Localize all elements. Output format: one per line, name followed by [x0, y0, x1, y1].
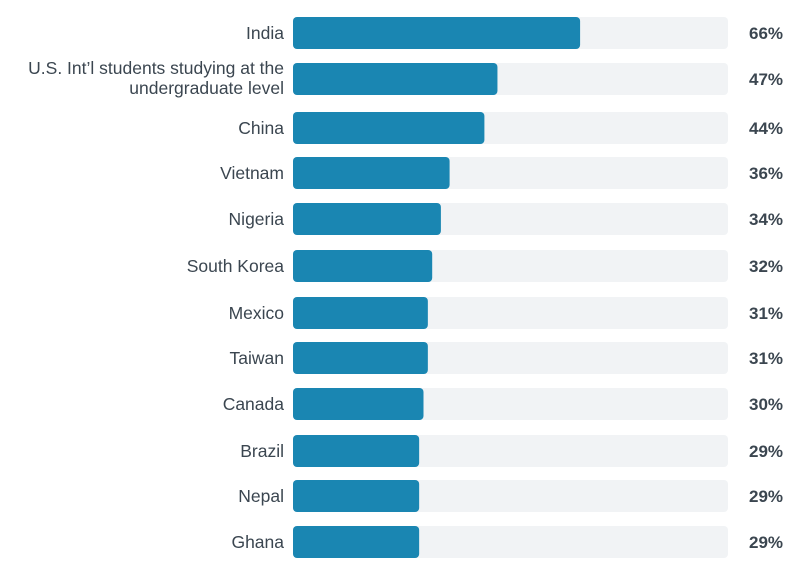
value-label: 29%	[749, 533, 783, 552]
value-label: 44%	[749, 119, 783, 138]
bar	[293, 112, 485, 144]
category-label: Canada	[223, 394, 285, 414]
chart-row: Nigeria 34%	[229, 203, 783, 235]
category-label: Nigeria	[229, 209, 285, 229]
chart-row: Brazil 29%	[240, 435, 783, 467]
chart-row: Taiwan 31%	[230, 342, 783, 374]
value-label: 29%	[749, 487, 783, 506]
chart-row: India 66%	[246, 17, 783, 49]
category-label: Taiwan	[230, 348, 284, 368]
bar	[293, 388, 424, 420]
chart-row: China 44%	[238, 112, 783, 144]
value-label: 31%	[749, 349, 783, 368]
chart-row: Ghana 29%	[231, 526, 783, 558]
bar	[293, 203, 441, 235]
bar	[293, 17, 581, 49]
chart-row: Nepal 29%	[238, 480, 783, 512]
category-label: Nepal	[238, 486, 284, 506]
category-label: Brazil	[240, 441, 284, 461]
bar	[293, 63, 498, 95]
value-label: 34%	[749, 210, 783, 229]
chart-row: Vietnam 36%	[220, 157, 783, 189]
value-label: 32%	[749, 257, 783, 276]
category-label: U.S. Int’l students studying at the under…	[28, 58, 284, 98]
value-label: 29%	[749, 442, 783, 461]
value-label: 47%	[749, 70, 783, 89]
bar	[293, 157, 450, 189]
bar	[293, 297, 428, 329]
category-label: South Korea	[187, 256, 285, 276]
value-label: 66%	[749, 24, 783, 43]
category-label: China	[238, 118, 284, 138]
value-label: 36%	[749, 164, 783, 183]
bar	[293, 526, 420, 558]
category-label: Mexico	[229, 303, 284, 323]
value-label: 31%	[749, 304, 783, 323]
chart-row: U.S. Int’l students studying at the under…	[28, 58, 783, 98]
chart-rows: India 66% U.S. Int’l students studying at …	[28, 17, 783, 558]
category-label: Vietnam	[220, 163, 284, 183]
category-label: Ghana	[231, 532, 284, 552]
chart-row: Mexico 31%	[229, 297, 783, 329]
bar	[293, 480, 420, 512]
category-label: India	[246, 23, 284, 43]
bar	[293, 250, 433, 282]
value-label: 30%	[749, 395, 783, 414]
chart-row: Canada 30%	[223, 388, 783, 420]
bar	[293, 342, 428, 374]
bar	[293, 435, 420, 467]
chart-row: South Korea 32%	[187, 250, 783, 282]
